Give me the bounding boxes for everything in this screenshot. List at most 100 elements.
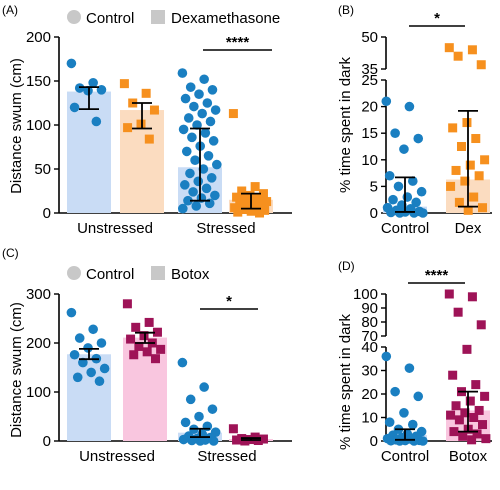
data-point-c-1-0-10 [129, 350, 139, 360]
data-point-a-1-1-6 [253, 194, 263, 204]
data-point-b-0-2 [390, 128, 400, 138]
significance-label-b-0: * [434, 10, 440, 27]
data-point-d-1-18 [449, 427, 459, 437]
data-point-b-1-16 [478, 203, 488, 213]
legend-control-marker-a [67, 10, 81, 24]
data-point-d-0-3 [413, 391, 424, 402]
data-point-d-1-16 [478, 420, 488, 430]
y-tick-label-b-0: 0 [370, 205, 378, 222]
category-label-c-0: Unstressed [79, 448, 155, 465]
data-point-d-0-5 [384, 417, 395, 428]
y-tick-label-d-0: 0 [370, 433, 378, 450]
data-point-c-0-1-17 [195, 436, 206, 446]
data-point-c-0-0-8 [99, 363, 110, 374]
data-point-d-1-14 [469, 413, 479, 422]
data-point-d-1-0 [444, 289, 454, 299]
data-point-c-0-0-3 [96, 338, 107, 348]
y-axis-title-a: Distance swum (cm) [8, 58, 25, 194]
data-point-a-1-0-6 [144, 134, 154, 144]
data-point-a-0-1-4 [194, 89, 204, 99]
data-point-a-1-1-4 [245, 190, 255, 200]
data-point-d-1-11 [474, 405, 484, 415]
data-point-a-0-1-14 [200, 128, 211, 138]
data-point-b-0-9 [402, 192, 413, 202]
data-point-b-1-17 [463, 205, 473, 215]
data-point-b-0-21 [418, 208, 428, 218]
y-tick-label-b-2: 10 [361, 152, 378, 169]
data-point-a-0-1-12 [192, 120, 202, 130]
data-point-a-0-1-9 [197, 108, 207, 119]
data-point-c-0-0-10 [72, 372, 83, 383]
data-point-a-1-0-1 [141, 88, 151, 98]
data-point-a-0-1-21 [212, 159, 222, 170]
data-point-d-0-18 [386, 435, 396, 446]
data-point-c-0-1-5 [180, 417, 191, 428]
data-point-d-0-0 [381, 351, 392, 362]
category-label-a-0: Unstressed [77, 220, 153, 237]
data-point-a-0-1-6 [202, 98, 213, 108]
data-point-c-0-1-3 [207, 404, 218, 414]
y-axis-title-c: Distance swum (cm) [8, 302, 25, 438]
data-point-b-1-4 [462, 118, 472, 128]
data-point-a-0-1-28 [188, 187, 198, 197]
data-point-c-1-0-1 [144, 317, 154, 327]
data-point-a-1-1-10 [235, 199, 245, 209]
data-point-d-0-20 [394, 436, 405, 446]
data-point-c-0-1-4 [194, 411, 204, 422]
panel-letter-b: (B) [338, 3, 354, 17]
data-point-b-1-2 [453, 51, 463, 61]
y-tick-label-a-2: 100 [26, 117, 51, 134]
data-point-c-1-0-2 [131, 322, 141, 332]
legend-botox-marker [151, 266, 165, 280]
data-point-b-0-19 [409, 208, 419, 218]
significance-label-c-0: * [226, 293, 232, 310]
panel-letter-d: (D) [338, 259, 355, 273]
y-tick-label-c-1: 100 [26, 384, 51, 401]
data-point-a-0-1-24 [206, 173, 217, 183]
data-point-a-1-1-7 [240, 195, 250, 205]
data-point-a-1-1-11 [256, 200, 266, 210]
data-point-c-1-0-7 [134, 341, 144, 351]
data-point-d-0-6 [407, 419, 418, 430]
y-tick-label-b-5: 25 [361, 72, 378, 89]
y-tick-label-d-1: 10 [361, 410, 378, 427]
y-tick-label-d-6: 80 [361, 314, 378, 331]
y-tick-label-b-4: 20 [361, 99, 378, 116]
y-tick-label-a-1: 50 [34, 161, 51, 178]
y-tick-label-d-3: 30 [361, 363, 378, 380]
data-point-d-1-19 [472, 429, 482, 439]
legend-dex-marker [151, 10, 165, 24]
data-point-c-1-0-3 [152, 327, 162, 337]
data-point-d-1-3 [476, 320, 486, 330]
data-point-c-0-0-5 [69, 349, 80, 360]
data-point-a-0-1-34 [178, 203, 188, 214]
significance-label-a-0: **** [226, 34, 250, 51]
y-tick-label-d-8: 100 [353, 286, 378, 303]
category-label-d-1: Botox [449, 448, 488, 465]
data-point-c-1-0-11 [150, 354, 160, 364]
panel-letter-a: (A) [2, 3, 18, 17]
data-point-b-1-11 [474, 171, 484, 181]
data-point-b-0-5 [384, 170, 395, 181]
data-point-c-0-0-4 [83, 343, 93, 353]
data-point-d-1-5 [448, 370, 458, 380]
data-point-a-1-0-4 [136, 119, 146, 129]
data-point-b-1-10 [451, 165, 461, 175]
data-point-a-1-1-3 [258, 189, 268, 199]
category-label-c-1: Stressed [197, 448, 256, 465]
data-point-b-0-10 [388, 194, 398, 205]
y-tick-label-a-4: 200 [26, 29, 51, 46]
data-point-a-0-1-18 [181, 146, 192, 157]
data-point-b-0-20 [394, 208, 405, 218]
data-point-a-1-1-16 [260, 205, 270, 215]
panel-letter-c: (C) [2, 246, 19, 260]
data-point-a-1-1-0 [228, 109, 238, 119]
data-point-b-0-1 [404, 101, 415, 112]
data-point-c-1-1-3 [258, 434, 268, 444]
data-point-b-1-6 [471, 134, 481, 144]
category-label-a-1: Stressed [196, 220, 255, 237]
data-point-a-0-0-5 [69, 102, 80, 113]
data-point-a-1-1-5 [232, 192, 242, 202]
data-point-c-0-0-7 [78, 357, 88, 368]
